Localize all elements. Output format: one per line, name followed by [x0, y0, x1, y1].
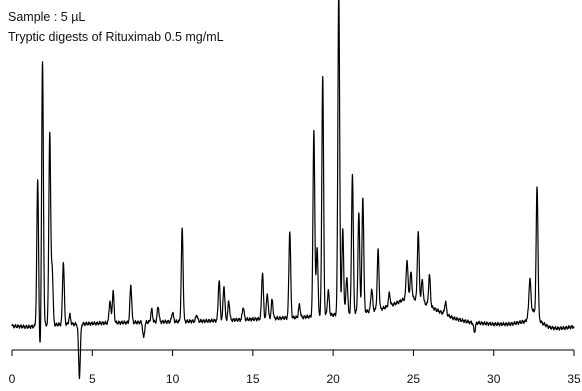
x-tick-label: 30: [487, 372, 501, 386]
sample-description-annotation: Tryptic digests of Rituximab 0.5 mg/mL: [8, 30, 224, 44]
x-tick-label: 35: [567, 372, 581, 386]
sample-volume-annotation: Sample : 5 µL: [8, 10, 85, 24]
x-axis-ticks: 0 5 10 15 20 25 30 35: [9, 350, 581, 386]
x-tick-label: 15: [246, 372, 260, 386]
x-tick-label: 20: [326, 372, 340, 386]
annotation-group: Sample : 5 µL Tryptic digests of Rituxim…: [8, 10, 224, 44]
chromatogram-trace: [11, 0, 575, 380]
x-tick-label: 25: [407, 372, 421, 386]
x-tick-label: 5: [89, 372, 96, 386]
x-tick-label: 10: [166, 372, 180, 386]
x-tick-label: 0: [9, 372, 16, 386]
